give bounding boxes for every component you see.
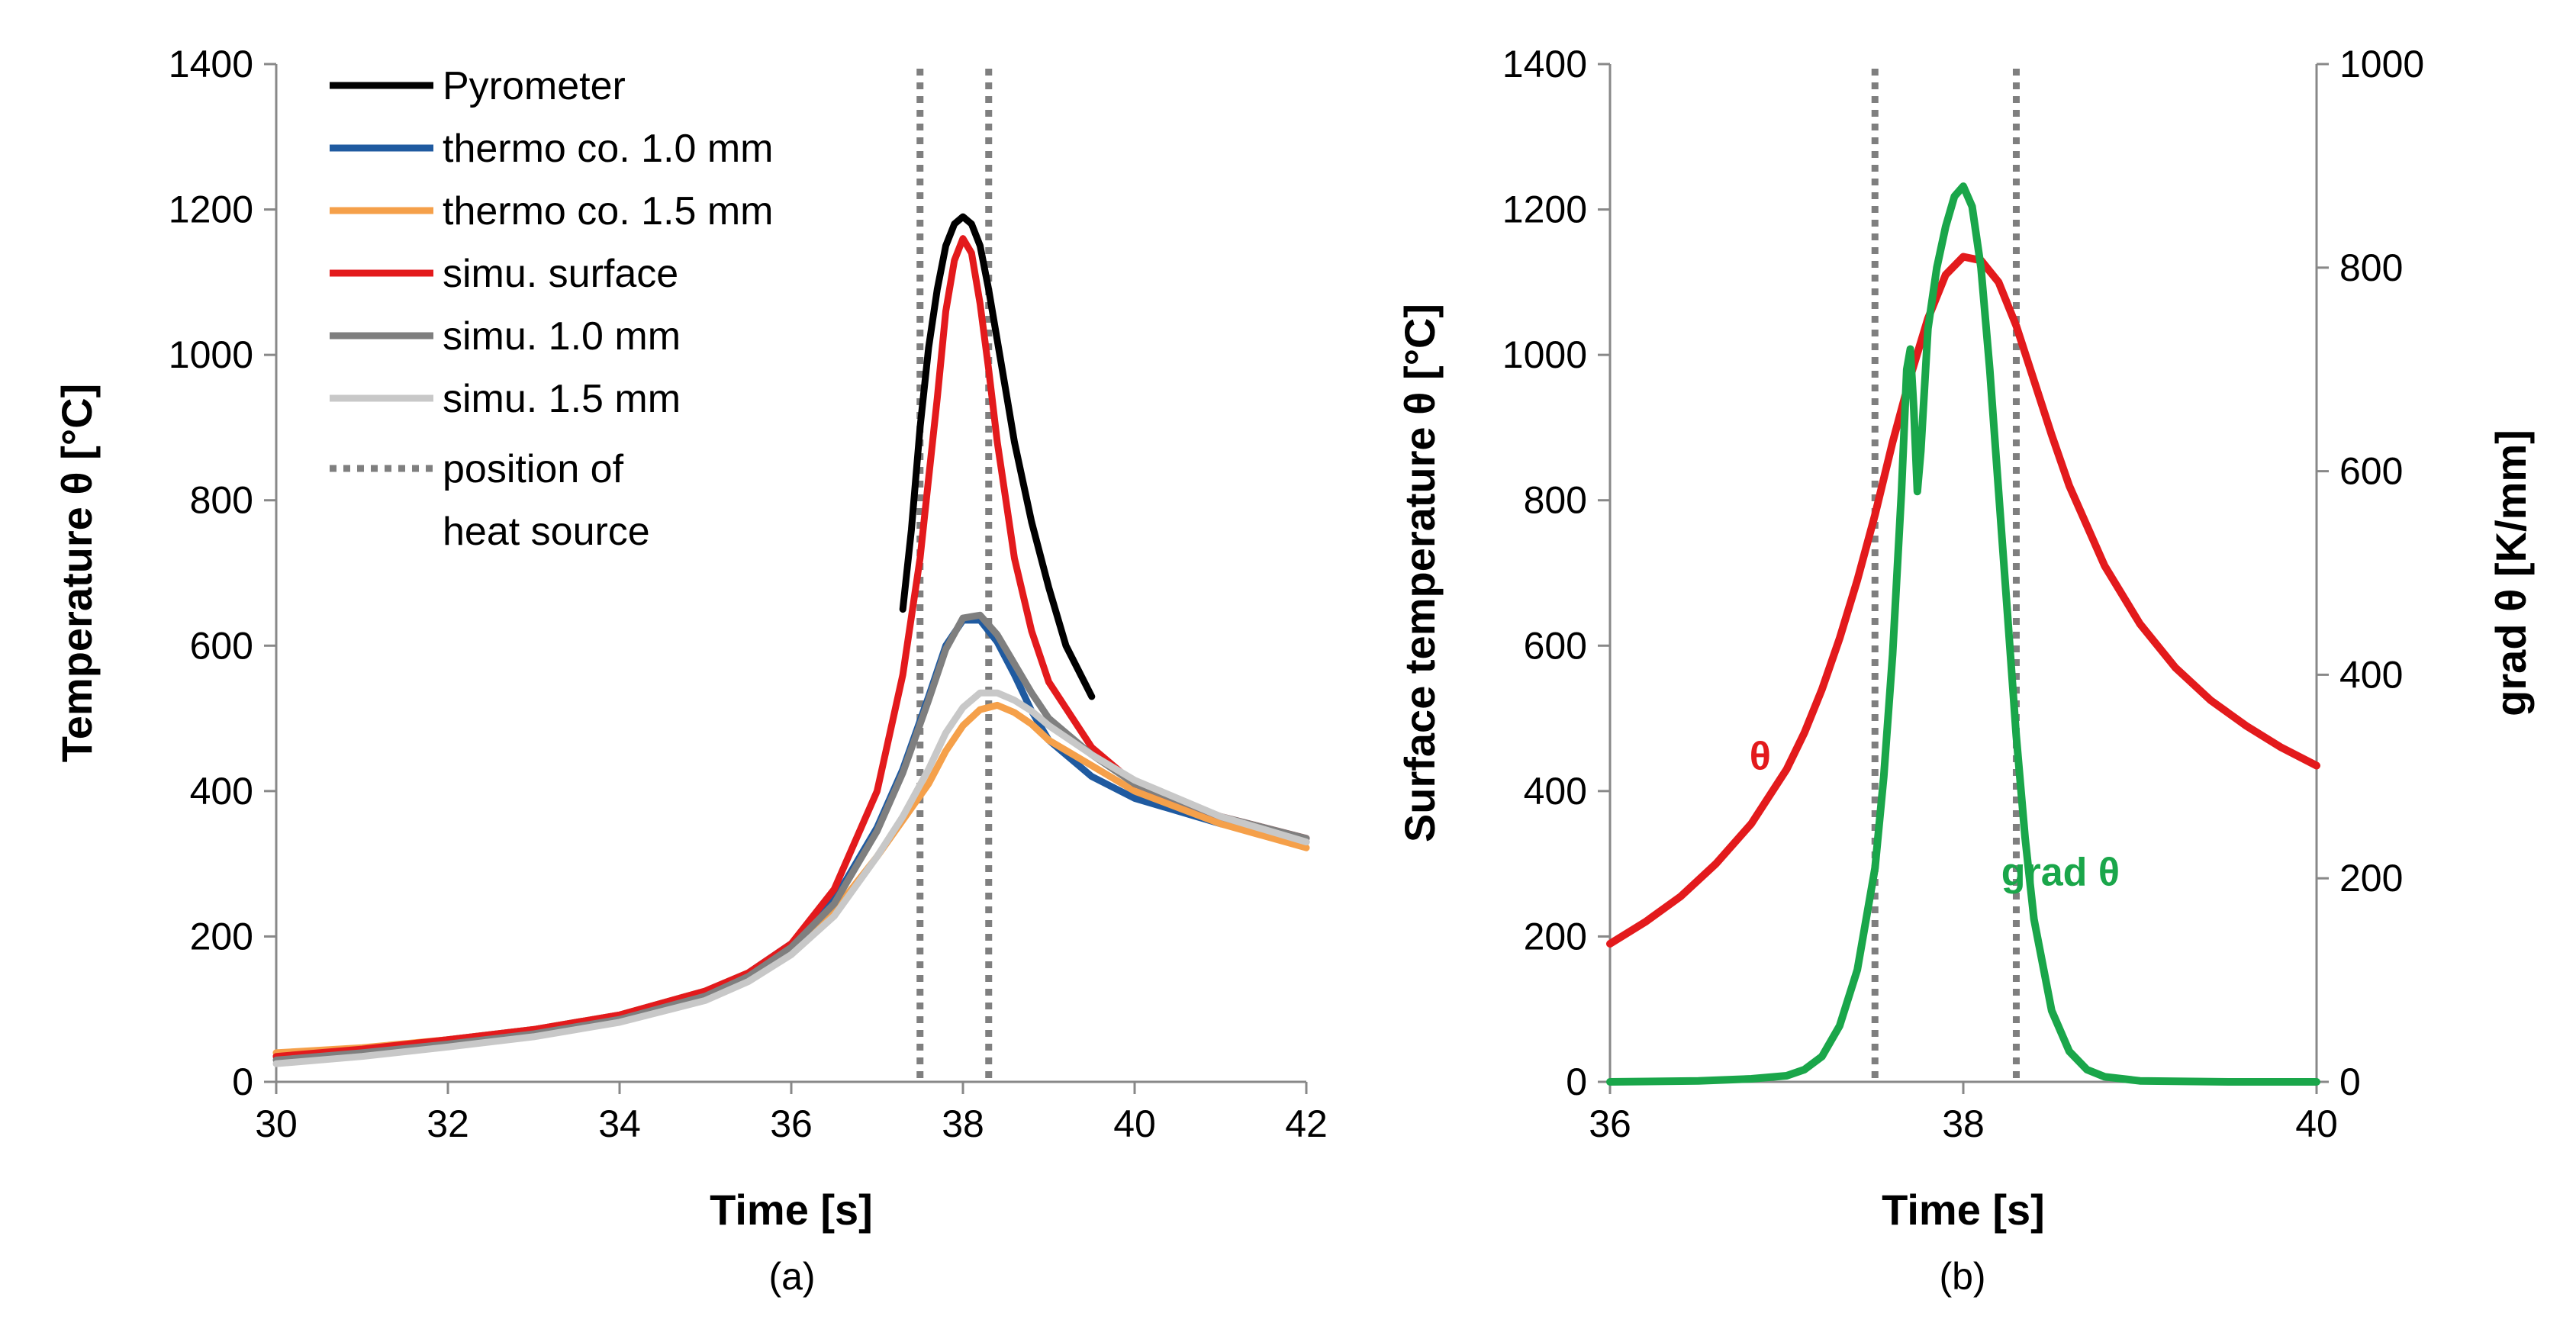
series-line-simu-1-0-mm <box>272 611 1310 1064</box>
y-tick-label: 1000 <box>1502 333 1587 376</box>
y-tick-label: 1200 <box>169 188 253 231</box>
panel-b-chart: 0 200 400 600 800 1000 1200 1400 0 200 400 600 800 10… <box>1396 43 2535 1298</box>
panel-caption: (b) <box>1939 1255 1985 1298</box>
y-tick-label: 600 <box>1524 624 1587 667</box>
y-tick-label: 1000 <box>169 333 253 376</box>
right-y-tick-label: 400 <box>2339 653 2403 696</box>
y-tick-label: 1200 <box>1502 188 1587 231</box>
legend-label: thermo co. 1.5 mm <box>443 189 773 233</box>
x-axis-title: Time [s] <box>1882 1186 2045 1234</box>
y-tick-label: 0 <box>232 1060 253 1103</box>
y-tick-label: 400 <box>1524 770 1587 813</box>
right-y-axis-title: grad θ [K/mm] <box>2487 430 2535 716</box>
panel-a-chart: 0 200 400 600 800 1000 1200 1400 30 32 34 36 38 40 42 P… <box>53 43 1328 1298</box>
y-tick-label: 800 <box>190 479 253 522</box>
x-tick-label: 32 <box>427 1102 469 1145</box>
legend-label: thermo co. 1.0 mm <box>443 127 773 171</box>
x-tick-label: 38 <box>942 1102 984 1145</box>
series-line-grad-theta <box>1606 182 2320 1086</box>
series-line-simu-surface <box>272 235 1310 1060</box>
y-tick-label: 1400 <box>1502 43 1587 85</box>
legend-label: simu. 1.0 mm <box>443 314 681 359</box>
y-tick-label: 200 <box>1524 915 1587 957</box>
legend-label: Pyrometer <box>443 64 626 108</box>
series-line-pyrometer <box>899 213 1096 700</box>
legend-label: simu. surface <box>443 252 678 296</box>
y-tick-label: 200 <box>190 915 253 957</box>
x-tick-label: 42 <box>1285 1102 1328 1145</box>
right-y-tick-label: 600 <box>2339 450 2403 493</box>
y-tick-label: 800 <box>1524 479 1587 522</box>
y-axis-title: Temperature θ [°C] <box>53 384 101 763</box>
y-tick-label: 600 <box>190 624 253 667</box>
x-tick-label: 38 <box>1942 1102 1985 1145</box>
series-annotation: θ <box>1750 734 1771 778</box>
x-tick-label: 36 <box>770 1102 813 1145</box>
series-annotation: grad θ <box>2001 851 2120 895</box>
y-tick-label: 400 <box>190 770 253 813</box>
x-tick-label: 36 <box>1589 1102 1631 1145</box>
series-line-simu-1-5-mm <box>272 689 1310 1067</box>
y-tick-label: 1400 <box>169 43 253 85</box>
panel-caption: (a) <box>768 1255 815 1298</box>
legend-label: heat source <box>443 510 650 554</box>
y-axis-title: Surface temperature θ [°C] <box>1396 304 1444 842</box>
x-tick-label: 34 <box>598 1102 641 1145</box>
right-y-tick-label: 200 <box>2339 857 2403 900</box>
right-y-tick-label: 800 <box>2339 246 2403 289</box>
x-tick-label: 30 <box>255 1102 298 1145</box>
y-tick-label: 0 <box>1566 1060 1587 1103</box>
x-axis-title: Time [s] <box>710 1186 873 1234</box>
x-tick-label: 40 <box>1113 1102 1156 1145</box>
series-line-thermo-co-1-0-mm <box>272 616 1310 1060</box>
series-line-theta <box>1606 253 2320 948</box>
right-y-tick-label: 0 <box>2339 1060 2361 1103</box>
legend-label: simu. 1.5 mm <box>443 377 681 421</box>
legend-label: position of <box>443 447 624 491</box>
x-tick-label: 40 <box>2295 1102 2338 1145</box>
series-line-thermo-co-1-5-mm <box>272 701 1310 1057</box>
right-y-tick-label: 1000 <box>2339 43 2424 85</box>
